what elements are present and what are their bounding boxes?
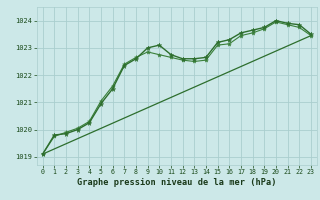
X-axis label: Graphe pression niveau de la mer (hPa): Graphe pression niveau de la mer (hPa) (77, 178, 276, 187)
